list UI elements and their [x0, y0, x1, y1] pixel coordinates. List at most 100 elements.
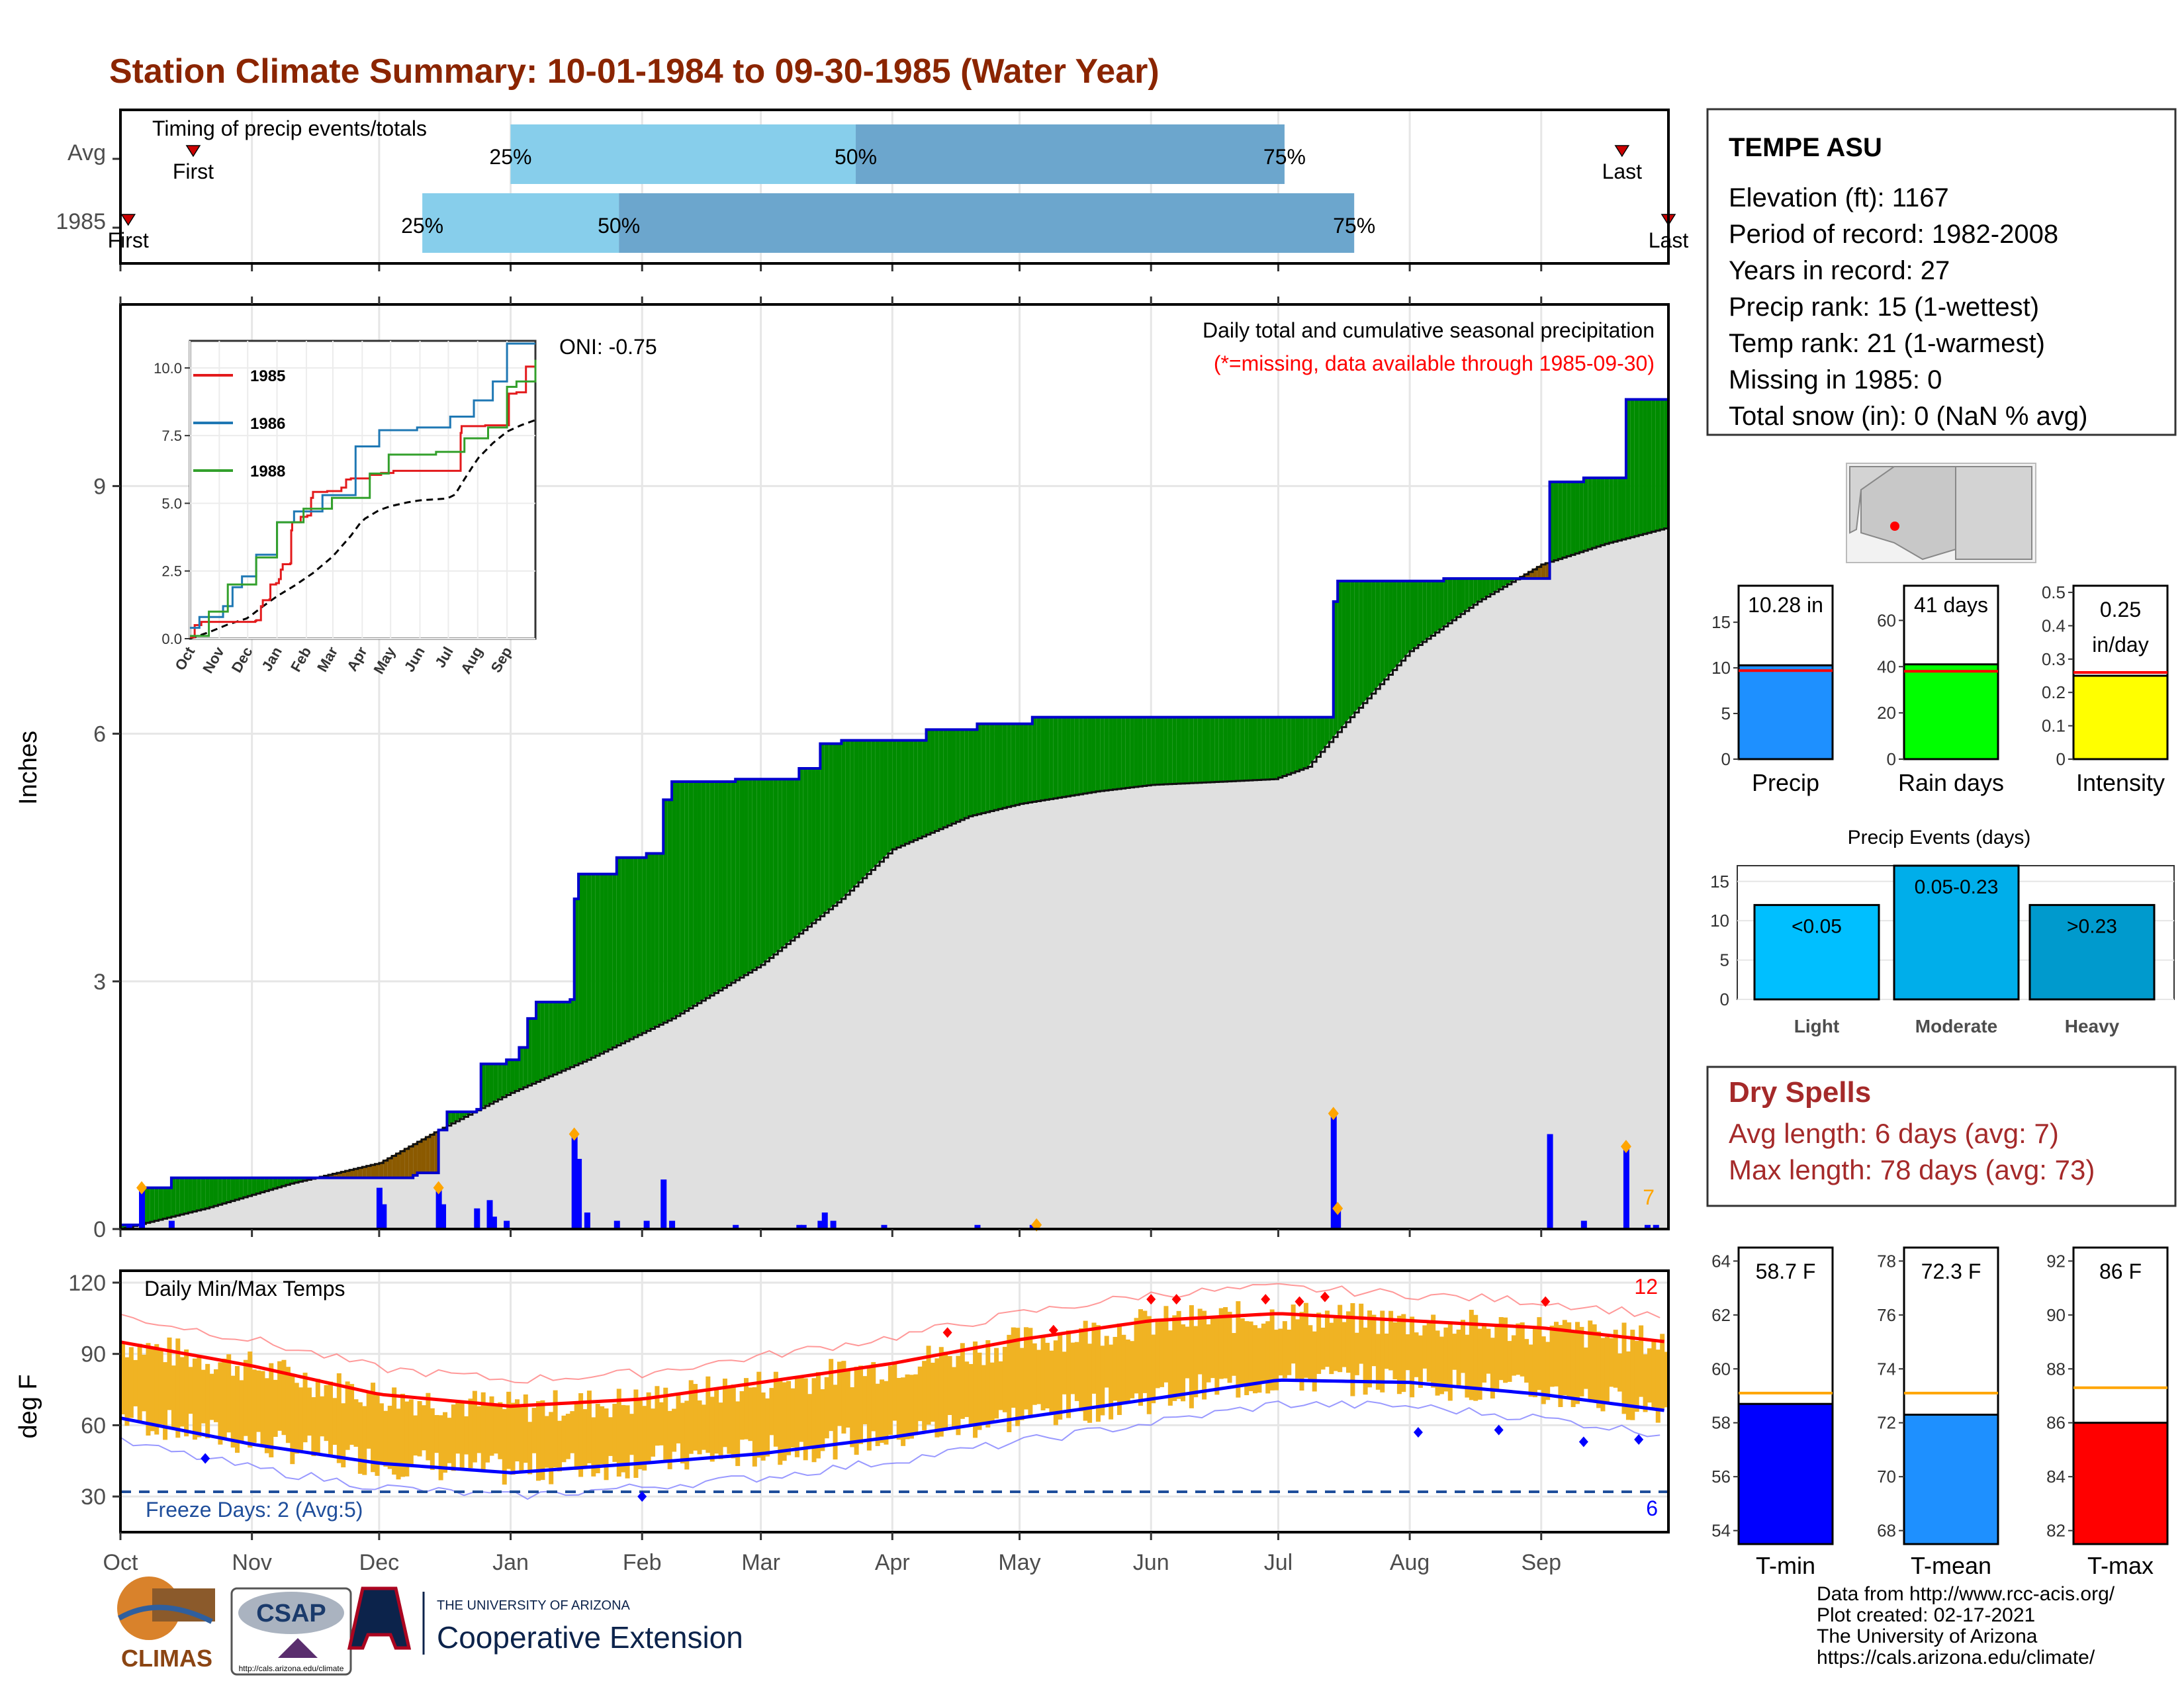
- daily-temp-range-bar: [1524, 1339, 1529, 1383]
- cumulative-difference-area: [281, 1177, 286, 1187]
- daily-temp-range-bar: [765, 1398, 770, 1457]
- daily-temp-range-bar: [1473, 1314, 1479, 1401]
- cumulative-difference-area: [404, 1146, 409, 1178]
- daily-temp-range-bar: [841, 1361, 846, 1434]
- cumulative-difference-area: [1380, 580, 1385, 684]
- daily-temp-range-bar: [1218, 1308, 1224, 1379]
- cumulative-difference-area: [371, 1164, 375, 1178]
- first-event-label: First: [173, 160, 214, 183]
- month-tick-label: Dec: [359, 1550, 399, 1575]
- record-high-marker: [1295, 1296, 1304, 1307]
- daily-temp-range-bar: [981, 1365, 986, 1424]
- cumulative-difference-area: [1163, 717, 1168, 785]
- cumulative-difference-area: [786, 779, 791, 944]
- daily-temp-range-bar: [235, 1366, 240, 1453]
- daily-temp-range-bar: [269, 1363, 274, 1457]
- daily-temp-range-bar: [1486, 1328, 1491, 1374]
- state-locator-map: [1846, 463, 2036, 563]
- cumulative-difference-area: [697, 781, 702, 1003]
- daily-temp-range-bar: [947, 1355, 952, 1416]
- daily-temp-range-bar: [866, 1365, 872, 1451]
- cumulative-difference-area: [561, 1001, 566, 1071]
- temp-y-tick-label: 90: [81, 1342, 106, 1367]
- summary-bar: [1903, 663, 1999, 760]
- daily-temp-range-bar: [956, 1355, 961, 1436]
- station-info-line: Precip rank: 15 (1-wettest): [1729, 293, 2039, 322]
- cumulative-difference-area: [1426, 580, 1432, 639]
- timing-panel-frame: [119, 109, 1670, 265]
- record-event-marker: [569, 1127, 580, 1141]
- daily-precip-bar: [669, 1220, 676, 1229]
- summary-bar-tick-label: 0: [2056, 749, 2066, 769]
- daily-temp-range-bar: [744, 1378, 749, 1440]
- cumulative-difference-area: [1507, 578, 1512, 584]
- daily-temp-range-bar: [884, 1381, 889, 1445]
- cumulative-difference-area: [565, 1001, 570, 1070]
- daily-temp-range-bar: [1600, 1338, 1606, 1412]
- precip-caption: Daily total and cumulative seasonal prec…: [1203, 318, 1655, 342]
- daily-temp-range-bar: [1418, 1335, 1423, 1388]
- record-high-marker: [942, 1327, 952, 1338]
- summary-bar-tick-label: 40: [1877, 657, 1896, 676]
- station-box-frame: [1706, 108, 2177, 436]
- daily-temp-range-bar: [1516, 1323, 1521, 1375]
- daily-temp-range-bar: [379, 1403, 384, 1462]
- daily-temp-range-bar: [1575, 1322, 1580, 1404]
- events-tick-label: 0: [1720, 989, 1729, 1009]
- daily-temp-range-bar: [1367, 1310, 1373, 1388]
- credit-line-2: Plot created: 02-17-2021: [1817, 1604, 2035, 1626]
- cumulative-difference-area: [1588, 477, 1592, 550]
- first-event-marker: [185, 145, 201, 158]
- daily-temp-range-bar: [285, 1367, 291, 1443]
- daily-temp-range-bar: [1643, 1354, 1648, 1412]
- temp-bar-label: T-mean: [1911, 1552, 1991, 1579]
- daily-temp-range-bar: [1410, 1316, 1415, 1398]
- cumulative-difference-area: [235, 1177, 240, 1200]
- daily-temp-range-bar: [1541, 1336, 1546, 1404]
- daily-temp-range-bar: [1320, 1328, 1326, 1370]
- cumulative-difference-area: [1558, 482, 1563, 559]
- cumulative-difference-area: [651, 853, 655, 1029]
- cumulative-difference-area: [1032, 717, 1037, 802]
- cumulative-difference-area: [1469, 578, 1474, 608]
- csap-logo: CSAP http://cals.arizona.edu/climate: [230, 1587, 352, 1676]
- cumulative-difference-area: [264, 1177, 269, 1191]
- daily-temp-range-bar: [616, 1389, 621, 1477]
- temp-bar-tick-label: 68: [1877, 1521, 1896, 1541]
- cumulative-difference-area: [866, 740, 872, 874]
- cumulative-difference-area: [1617, 477, 1622, 541]
- daily-temp-range-bar: [1579, 1326, 1584, 1396]
- timing-bar-50-75: [619, 193, 1355, 253]
- daily-temp-range-bar: [1384, 1333, 1389, 1369]
- daily-temp-range-bar: [887, 1365, 893, 1436]
- cumulative-difference-area: [582, 874, 587, 1062]
- daily-precip-bar: [817, 1220, 824, 1229]
- cumulative-difference-area: [1121, 717, 1126, 789]
- cumulative-difference-area: [1634, 399, 1639, 537]
- cumulative-difference-area: [718, 781, 723, 991]
- cumulative-difference-area: [985, 723, 990, 813]
- cumulative-difference-area: [794, 779, 799, 937]
- summary-bar-label: Rain days: [1898, 769, 2004, 796]
- cumulative-difference-area: [1087, 717, 1092, 793]
- daily-precip-bar: [435, 1187, 442, 1229]
- events-bar-label: 0.05-0.23: [1915, 876, 1999, 898]
- cumulative-difference-area: [1418, 580, 1423, 645]
- cumulative-difference-area: [1011, 723, 1016, 806]
- daily-temp-range-bar: [146, 1343, 151, 1436]
- daily-temp-range-bar: [243, 1359, 248, 1436]
- university-of-arizona-logo: THE UNIVERSITY OF ARIZONA Cooperative Ex…: [347, 1586, 743, 1655]
- daily-temp-range-bar: [1503, 1317, 1508, 1383]
- avg-max-temp-line: [120, 1312, 1664, 1408]
- cumulative-difference-area: [1134, 717, 1138, 788]
- daily-temp-range-bar: [1167, 1330, 1173, 1406]
- cumulative-difference-area: [829, 743, 833, 909]
- daily-temp-range-bar: [1371, 1314, 1377, 1367]
- cumulative-difference-area: [731, 781, 736, 983]
- cumulative-difference-area: [366, 1165, 371, 1178]
- month-tick-label: May: [998, 1550, 1040, 1575]
- freeze-label: Freeze Days: 2 (Avg:5): [146, 1498, 363, 1522]
- station-info-line: Total snow (in): 0 (NaN % avg): [1729, 402, 2087, 431]
- daily-temp-range-bar: [875, 1383, 880, 1446]
- daily-temp-range-bar: [1109, 1344, 1114, 1420]
